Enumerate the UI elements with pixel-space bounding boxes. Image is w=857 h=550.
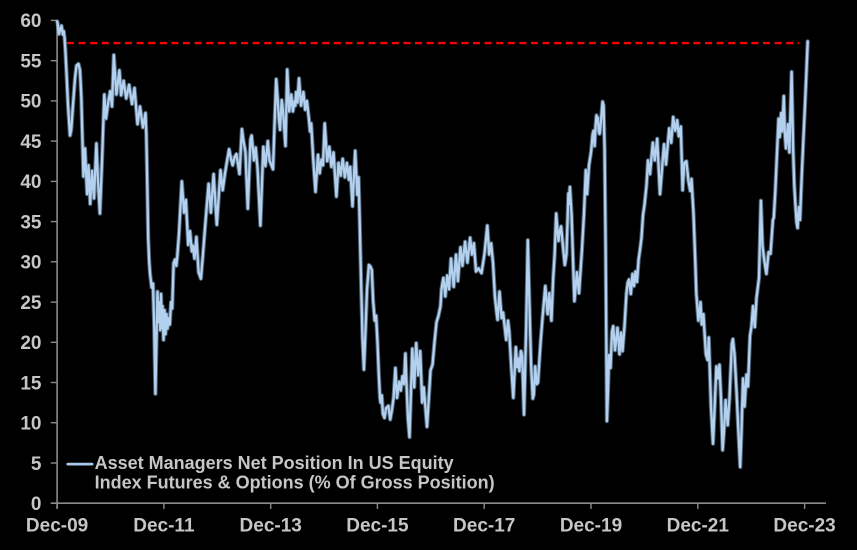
svg-text:Dec-13: Dec-13 xyxy=(240,516,302,537)
svg-text:0: 0 xyxy=(31,494,42,515)
svg-text:40: 40 xyxy=(20,172,41,193)
svg-text:35: 35 xyxy=(20,212,42,233)
svg-text:45: 45 xyxy=(20,132,42,153)
svg-text:15: 15 xyxy=(20,373,42,394)
svg-text:10: 10 xyxy=(20,414,41,435)
svg-text:Index Futures & Options (% Of: Index Futures & Options (% Of Gross Posi… xyxy=(95,473,495,493)
svg-text:Dec-15: Dec-15 xyxy=(346,516,409,537)
svg-text:25: 25 xyxy=(20,293,42,314)
svg-text:Dec-11: Dec-11 xyxy=(133,516,195,537)
svg-text:Dec-21: Dec-21 xyxy=(667,516,730,537)
svg-text:20: 20 xyxy=(20,333,41,354)
svg-text:60: 60 xyxy=(20,11,41,32)
svg-text:5: 5 xyxy=(31,454,42,475)
svg-text:50: 50 xyxy=(20,92,41,113)
svg-text:Dec-19: Dec-19 xyxy=(560,516,622,537)
svg-text:30: 30 xyxy=(20,253,41,274)
svg-text:Dec-23: Dec-23 xyxy=(773,516,835,537)
svg-text:Asset Managers Net Position In: Asset Managers Net Position In US Equity xyxy=(95,453,454,473)
svg-text:Dec-09: Dec-09 xyxy=(26,516,88,537)
svg-text:Dec-17: Dec-17 xyxy=(453,516,515,537)
svg-text:55: 55 xyxy=(20,52,42,73)
